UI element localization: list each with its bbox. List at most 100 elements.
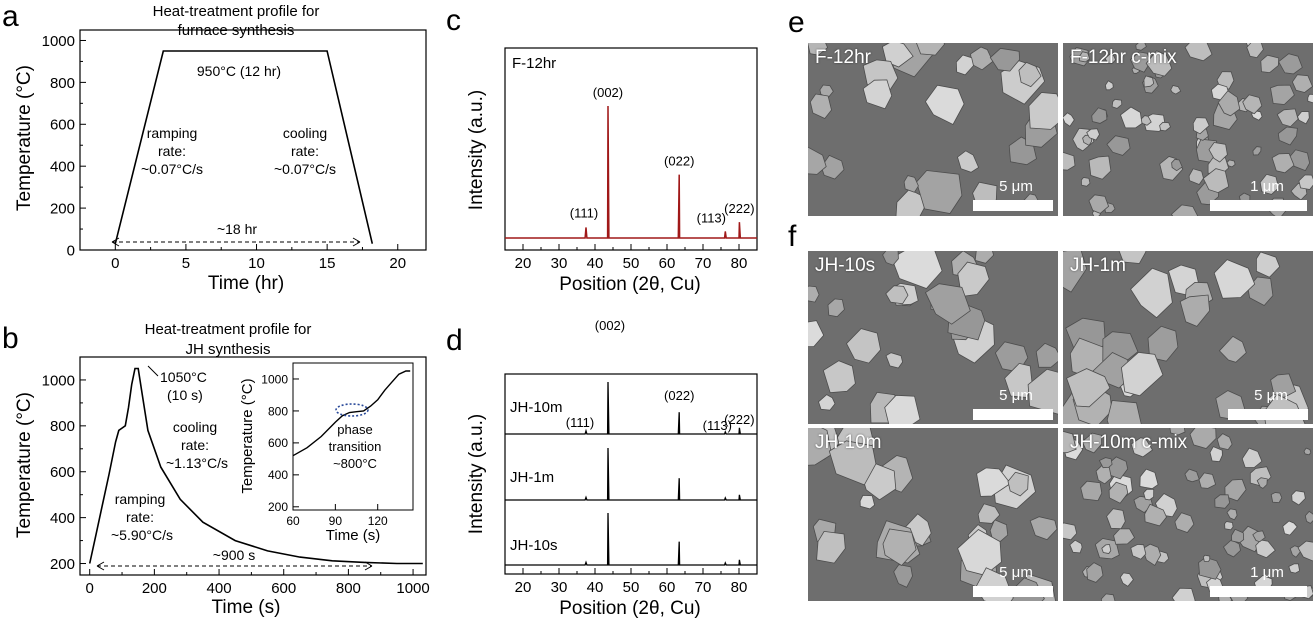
panel-d-xtick-label-3: 50 (623, 579, 640, 596)
sem-grain (924, 283, 971, 325)
sem-grain (955, 54, 974, 76)
sem-f4-texture (1063, 428, 1313, 601)
panel-c-xtick-label-4: 60 (659, 255, 676, 272)
sem-grain (924, 84, 965, 126)
panel-d-pattern-0 (505, 381, 757, 435)
panel-b-ramp-l3: ~5.90°C/s (111, 527, 173, 543)
sem-grain (1118, 251, 1147, 264)
sem-grain (1100, 593, 1116, 601)
panel-b-inset-ytick-label-0: 200 (268, 500, 288, 514)
panel-b-letter: b (2, 322, 19, 355)
panel-b-xtick-label-3: 600 (271, 580, 296, 597)
sem-grain (882, 528, 917, 567)
panel-a-ramp-l2: rate: (158, 143, 186, 159)
sem-grain (1276, 108, 1299, 128)
panel-b-phase-l3: ~800°C (333, 456, 377, 471)
sem-grain (1218, 335, 1247, 363)
sem-grain (1222, 539, 1241, 558)
sem-grain (1139, 468, 1159, 490)
panel-a-ramp-l3: ~0.07°C/s (141, 161, 203, 177)
panel-b-ramp-l1: ramping (115, 491, 166, 507)
sem-f2-texture (1063, 251, 1313, 424)
panel-d-pattern-1 (505, 447, 757, 501)
panel-a-ytick-label-1: 200 (50, 200, 75, 217)
sem-grain (1066, 368, 1111, 408)
panel-a-ytick-label-3: 600 (50, 117, 75, 134)
sem-grain (1189, 428, 1217, 449)
panel-d-sample-label-1: JH-1m (510, 469, 554, 486)
sem-grain (957, 150, 980, 173)
sem-grain (808, 146, 827, 175)
sem-grain (882, 251, 899, 266)
sem-e2-scale-bar (1210, 200, 1307, 211)
sem-grain (1241, 447, 1263, 468)
sem-grain (974, 251, 995, 264)
sem-grain (808, 428, 833, 466)
sem-grain (1277, 126, 1298, 146)
sem-grain (808, 43, 829, 56)
panel-d-peak-label-1: (002) (595, 318, 625, 333)
sem-grain (1271, 153, 1295, 174)
panel-b-ticks: 0 200 400 600 800 1000 200 400 600 800 1000 (42, 372, 430, 597)
sem-e2-texture (1063, 43, 1313, 216)
sem-grain (1108, 481, 1129, 504)
panel-c-peak-label-3: (113) (697, 210, 726, 225)
sem-e1-label: F-12hr (815, 47, 871, 68)
sem-grain (1088, 194, 1110, 214)
panel-b-cool-l1: cooling (173, 419, 217, 435)
sem-grain (885, 285, 909, 305)
sem-grain (1298, 174, 1313, 190)
panel-a-cool-l2: rate: (291, 143, 319, 159)
panel-e-letter: e (788, 6, 805, 39)
panel-b-inset-ticks: 60 90 120 200 400 600 800 1000 (261, 372, 388, 528)
panel-b-cool-l2: rate: (181, 437, 209, 453)
sem-grain (846, 328, 882, 364)
panel-c-xlabel: Position (2θ, Cu) (559, 274, 701, 295)
panel-d-peak-label-2: (022) (664, 388, 694, 403)
panel-b-axes-frame (79, 356, 427, 576)
panel-f-letter: f (788, 220, 797, 253)
sem-f1-texture (808, 251, 1058, 424)
panel-b-inset-ylabel: Temperature (°C) (239, 378, 256, 493)
sem-grain (1259, 173, 1280, 195)
sem-grain (1028, 92, 1058, 130)
sem-grain (1214, 494, 1231, 509)
sem-grain (1256, 477, 1268, 489)
sem-grain (1144, 503, 1167, 527)
sem-f3-scale-text: 5 μm (999, 564, 1033, 581)
sem-grain (1079, 51, 1091, 63)
sem-grain (1035, 342, 1058, 368)
sem-grain (970, 46, 994, 71)
panel-d-ticks: 20 30 40 50 60 70 80 (515, 568, 747, 596)
sem-grain (1170, 204, 1199, 216)
sem-e1-texture (808, 43, 1058, 216)
sem-grain (1007, 471, 1029, 497)
panel-d-xtick-label-1: 30 (551, 579, 568, 596)
sem-grain (1226, 508, 1238, 521)
sem-grain (1208, 142, 1228, 163)
sem-grain (1246, 43, 1264, 59)
sem-grain (1130, 437, 1154, 458)
sem-grain (1270, 84, 1295, 105)
sem-grain (1184, 43, 1213, 62)
sem-grain (1129, 51, 1151, 73)
sem-f3-texture (808, 428, 1058, 601)
sem-grain (1143, 488, 1155, 501)
panel-c-letter: c (446, 4, 461, 37)
sem-grain (818, 394, 836, 411)
panel-c-peak-label-1: (002) (593, 85, 623, 100)
sem-grain (903, 175, 919, 193)
sem-grain (1224, 521, 1234, 531)
sem-f1-label: JH-10s (815, 255, 876, 276)
panel-a-arrowheads (111, 237, 361, 247)
panel-b-profile-line (88, 367, 423, 565)
sem-background (1063, 428, 1313, 601)
sem-grain (1304, 510, 1313, 524)
sem-grain (862, 79, 893, 110)
sem-grain (1252, 146, 1262, 156)
sem-grain (828, 440, 877, 486)
sem-grain (884, 394, 921, 424)
sem-image-f4: JH-10m c-mix 1 μm (1063, 428, 1313, 601)
sem-grain (1086, 562, 1104, 583)
